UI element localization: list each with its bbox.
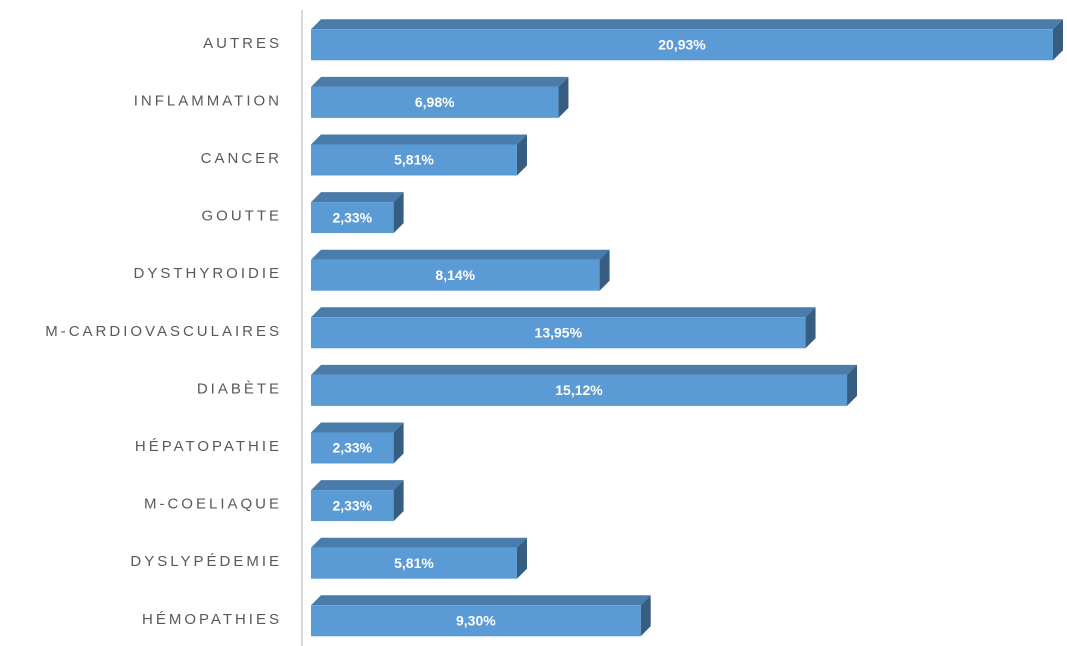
- bar: [311, 202, 394, 234]
- category-label: INFLAMMATION: [134, 92, 282, 109]
- bar-top: [311, 422, 404, 433]
- bar: [311, 86, 559, 118]
- bar-side: [847, 364, 858, 406]
- bar-top: [311, 364, 858, 375]
- bar: [311, 317, 806, 349]
- category-label: M-CARDIOVASCULAIRES: [45, 323, 282, 340]
- bar-side: [516, 537, 527, 579]
- category-label: DYSLYPÉDEMIE: [130, 553, 282, 570]
- value-label: 5,81%: [394, 152, 434, 168]
- category-label: GOUTTE: [202, 208, 283, 225]
- bar-side: [393, 422, 404, 464]
- bar-top: [311, 192, 404, 203]
- value-label: 9,30%: [456, 613, 496, 629]
- value-label: 2,33%: [332, 497, 372, 513]
- bar: [311, 374, 848, 406]
- value-label: 8,14%: [435, 267, 475, 283]
- bar-side: [558, 76, 569, 118]
- bar-side: [599, 249, 610, 291]
- bar: [311, 490, 394, 522]
- bar-top: [311, 307, 816, 318]
- value-label: 2,33%: [332, 440, 372, 456]
- bar-top: [311, 19, 1063, 30]
- bar-top: [311, 76, 569, 87]
- bar-top: [311, 537, 527, 548]
- bar-top: [311, 480, 404, 491]
- bar-top: [311, 595, 651, 606]
- bar-side: [640, 595, 651, 637]
- category-label: DIABÈTE: [197, 380, 282, 397]
- bar: [311, 29, 1053, 61]
- bar: [311, 259, 600, 291]
- bar-top: [311, 134, 527, 145]
- bar: [311, 144, 517, 176]
- category-label: AUTRES: [203, 35, 282, 52]
- value-label: 5,81%: [394, 555, 434, 571]
- value-label: 6,98%: [415, 94, 455, 110]
- bar-top: [311, 249, 610, 260]
- value-label: 15,12%: [555, 382, 603, 398]
- category-label: DYSTHYROIDIE: [133, 265, 282, 282]
- value-label: 2,33%: [332, 209, 372, 225]
- bar: [311, 547, 517, 579]
- bar: [311, 432, 394, 464]
- category-label: CANCER: [201, 150, 282, 167]
- value-label: 20,93%: [658, 37, 706, 53]
- value-label: 13,95%: [535, 325, 583, 341]
- bar: [311, 605, 641, 637]
- category-label: M-COELIAQUE: [144, 496, 282, 513]
- bar-side: [1053, 19, 1063, 61]
- bar-side: [393, 480, 404, 522]
- category-label: HÉPATOPATHIE: [135, 438, 282, 455]
- bar-side: [393, 192, 404, 234]
- bar-side: [516, 134, 527, 176]
- category-label: HÉMOPATHIES: [142, 611, 282, 628]
- bar-side: [805, 307, 816, 349]
